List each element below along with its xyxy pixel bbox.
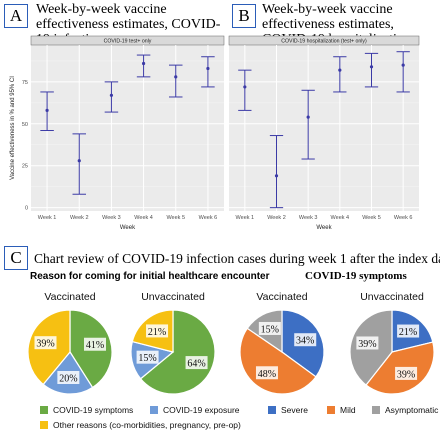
estimate-point [369, 65, 374, 69]
legend-label: Other reasons (co-morbidities, pregnancy… [53, 420, 241, 430]
pie-slice-label: 21% [399, 327, 417, 338]
x-tick-label: Week 5 [166, 215, 185, 221]
estimate-point [45, 108, 49, 112]
x-axis-title: Week [316, 225, 332, 231]
y-tick-label: 0 [25, 206, 28, 212]
legend-gray-swatch [372, 406, 380, 414]
estimate-point [141, 61, 146, 66]
legend-asymptomatic: Asymptomatic [372, 405, 438, 415]
estimate-point [77, 159, 81, 163]
legend-green-swatch [40, 406, 48, 414]
legend-label: COVID-19 exposure [163, 405, 240, 415]
pie-slice-label: 48% [258, 369, 276, 380]
pie-slice-label: 34% [296, 336, 314, 347]
x-tick-label: Week 3 [102, 215, 121, 221]
x-tick-label: Week 1 [38, 215, 57, 221]
pie-label-background [34, 336, 57, 350]
x-tick-label: Week 2 [267, 215, 286, 221]
pie-slice-label: 21% [148, 327, 166, 338]
estimate-point [306, 115, 310, 119]
facet-strip [30, 35, 225, 46]
pie-slice-label: 39% [397, 369, 415, 380]
legend-severe: Severe [268, 405, 308, 415]
y-tick-label: 25 [22, 164, 28, 170]
legend-label: COVID-19 symptoms [53, 405, 134, 415]
pie-4-title: Unvaccinated [360, 291, 424, 303]
panel-c-title: Chart review of COVID-19 infection cases… [34, 251, 440, 266]
legend-label: Asymptomatic [385, 405, 439, 415]
estimate-point [243, 85, 247, 89]
pie-label-background [258, 321, 281, 335]
symptoms-section-heading: COVID-19 symptoms [305, 270, 407, 282]
x-tick-label: Week 6 [199, 215, 218, 221]
pie-label-background [294, 333, 317, 347]
pie-slice-label: 64% [187, 359, 205, 370]
pie-label-background [57, 370, 80, 384]
estimate-point [274, 174, 279, 178]
x-tick-label: Week 1 [236, 215, 255, 221]
panel-c-letter: C [4, 246, 28, 270]
pie-2-title: Unvaccinated [141, 291, 205, 303]
x-tick-label: Week 5 [362, 215, 381, 221]
legend-label: Severe [281, 405, 308, 415]
pie-slice-label: 39% [358, 339, 376, 350]
pie-slice-label: 15% [261, 324, 279, 335]
x-tick-label: Week 3 [299, 215, 318, 221]
estimate-point [401, 63, 405, 67]
pie-label-background [397, 324, 420, 338]
x-tick-label: Week 6 [394, 215, 413, 221]
pie-label-background [146, 324, 169, 338]
vaccine-effectiveness-charts: COVID-19 test+ only 0 25 50 75 Week 1 Week 2 We… [10, 35, 420, 231]
x-axis-title: Week [120, 225, 136, 231]
pie-slice-label: 41% [86, 340, 104, 351]
y-tick-label: 75 [22, 80, 28, 86]
x-tick-label: Week 4 [134, 215, 153, 221]
facet-strip [228, 35, 420, 46]
estimate-point [206, 66, 210, 71]
estimate-point [109, 93, 114, 97]
pie-label-background [185, 356, 208, 370]
pie-label-background [356, 336, 379, 350]
legend-mild: Mild [327, 405, 356, 415]
pie-3-title: Vaccinated [256, 291, 308, 303]
legend-orange-swatch [327, 406, 335, 414]
y-axis-title: Vaccine effectiveness in % and 95% CI [10, 76, 16, 180]
legend-covid-exposure: COVID-19 exposure [150, 405, 240, 415]
pie-label-background [255, 366, 278, 380]
legend-yellow-swatch [40, 421, 48, 429]
plot-background [229, 45, 419, 211]
legend-darkblue-swatch [268, 406, 276, 414]
legend-lightblue-swatch [150, 406, 158, 414]
pie-label-background [136, 350, 159, 364]
estimate-point [174, 75, 178, 79]
facet-strip-label: COVID-19 hospitalization (test+ only) [281, 39, 367, 45]
legend-covid-symptoms: COVID-19 symptoms [40, 405, 133, 415]
reason-section-heading: Reason for coming for initial healthcare… [30, 271, 270, 282]
pie-slice-label: 15% [138, 353, 156, 364]
panel-a-letter: A [4, 4, 28, 28]
facet-strip-label: COVID-19 test+ only [104, 39, 152, 45]
pie-slice-label: 39% [36, 339, 54, 350]
legend-label: Mild [340, 405, 356, 415]
plot-background [31, 45, 224, 211]
pie-slice [139, 309, 216, 395]
pie-label-background [84, 337, 107, 351]
panel-b-letter: B [232, 4, 256, 28]
x-tick-label: Week 4 [331, 215, 350, 221]
legend-other-reasons: Other reasons (co-morbidities, pregnancy… [40, 420, 241, 430]
pie-label-background [395, 366, 418, 380]
y-tick-label: 50 [22, 122, 28, 128]
pie-slice-label: 20% [59, 373, 77, 384]
estimate-point [338, 68, 342, 72]
pie-1-title: Vaccinated [44, 291, 96, 303]
x-tick-label: Week 2 [70, 215, 89, 221]
